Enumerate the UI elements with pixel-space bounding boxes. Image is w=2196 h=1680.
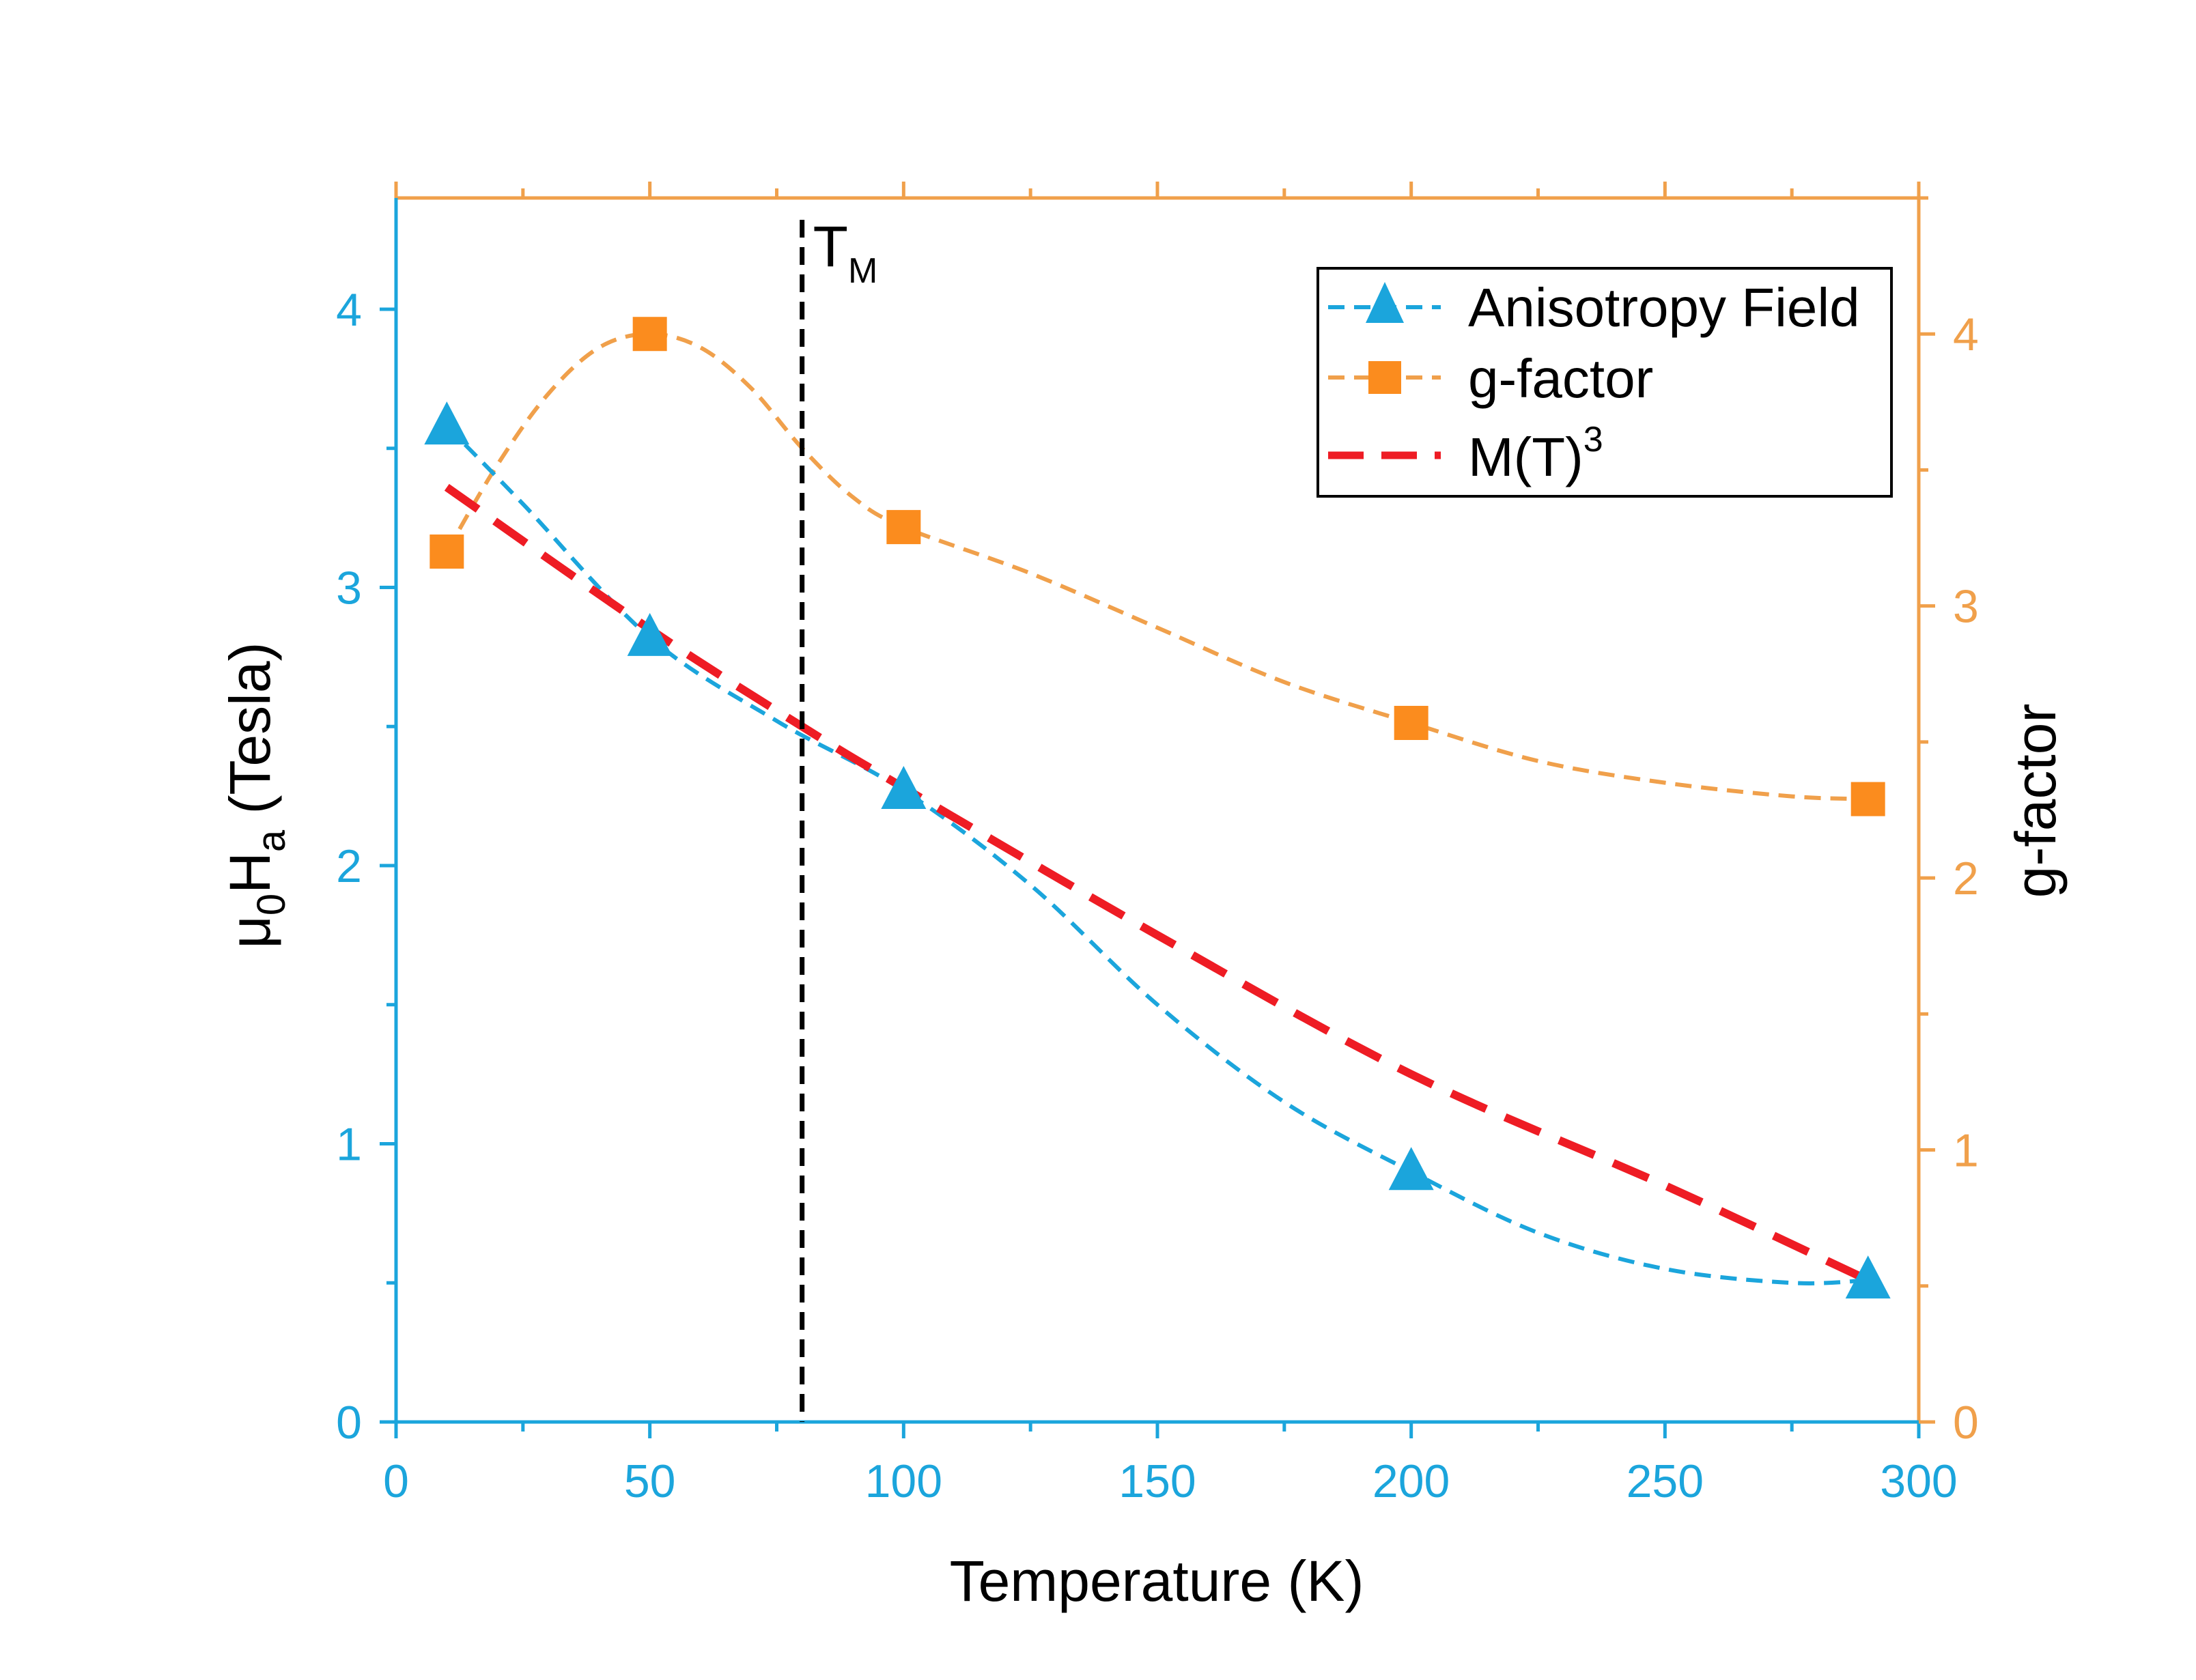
gfactor-point bbox=[1850, 782, 1885, 816]
y-left-title-mid: H bbox=[218, 852, 282, 894]
gfactor-point bbox=[632, 317, 667, 352]
legend-label-mt3-sup: 3 bbox=[1583, 420, 1603, 459]
gfactor-point bbox=[430, 534, 464, 569]
x-tick-label: 0 bbox=[383, 1455, 409, 1507]
y-axis-left: 0 1 2 3 4 bbox=[336, 284, 396, 1449]
tm-label: TM bbox=[813, 214, 878, 291]
anisotropy-point bbox=[881, 765, 927, 809]
y-right-tick-label: 2 bbox=[1953, 853, 1979, 905]
y-right-tick-label: 4 bbox=[1953, 309, 1979, 360]
y-axis-left-title: μ0Ha (Tesla) bbox=[218, 642, 294, 949]
x-tick-label: 300 bbox=[1880, 1455, 1957, 1507]
legend: Anisotropy Field g-factor M(T)3 bbox=[1317, 267, 1893, 498]
y-left-title-tail: (Tesla) bbox=[218, 642, 282, 830]
y-left-tick-label: 3 bbox=[336, 563, 362, 614]
x-tick-label: 200 bbox=[1372, 1455, 1450, 1507]
tm-label-sub: M bbox=[848, 251, 877, 291]
gfactor-point bbox=[1394, 705, 1428, 740]
y-left-tick-label: 2 bbox=[336, 840, 362, 892]
y-left-title-sub2: a bbox=[249, 829, 294, 852]
legend-label-mt3: M(T)3 bbox=[1468, 420, 1603, 487]
legend-entry-mt3: M(T)3 bbox=[1328, 420, 1603, 487]
y-axis-right-title: g-factor bbox=[2003, 704, 2068, 898]
y-left-tick-label: 0 bbox=[336, 1397, 362, 1449]
vertical-marker: TM bbox=[800, 214, 878, 1422]
legend-square-marker bbox=[1368, 361, 1401, 394]
x-tick-label: 50 bbox=[624, 1455, 676, 1507]
series-layer bbox=[424, 317, 1891, 1299]
anisotropy-point bbox=[1388, 1147, 1434, 1191]
anisotropy-point bbox=[627, 612, 673, 656]
legend-label-anisotropy: Anisotropy Field bbox=[1468, 277, 1860, 338]
y-axis-right: 0 1 2 3 4 bbox=[1919, 196, 1979, 1449]
y-right-tick-label: 0 bbox=[1953, 1397, 1979, 1449]
gfactor-point bbox=[886, 510, 921, 545]
gfactor-fit-line bbox=[445, 332, 1868, 801]
x-axis-title: Temperature (K) bbox=[950, 1549, 1364, 1613]
legend-entry-anisotropy: Anisotropy Field bbox=[1328, 277, 1860, 338]
anisotropy-point bbox=[1845, 1255, 1891, 1299]
x-tick-label: 250 bbox=[1627, 1455, 1704, 1507]
x-axis: 0 50 100 150 200 250 300 bbox=[383, 182, 1958, 1507]
y-left-title-sub1: 0 bbox=[249, 894, 294, 915]
y-left-tick-label: 4 bbox=[336, 284, 362, 336]
x-tick-label: 150 bbox=[1118, 1455, 1196, 1507]
x-tick-label: 100 bbox=[865, 1455, 942, 1507]
legend-label-gfactor: g-factor bbox=[1468, 348, 1653, 409]
anisotropy-point bbox=[424, 401, 470, 445]
legend-triangle-marker bbox=[1366, 282, 1404, 323]
mt3-line bbox=[444, 483, 1870, 1284]
y-right-tick-label: 3 bbox=[1953, 581, 1979, 633]
y-right-tick-label: 1 bbox=[1953, 1125, 1979, 1177]
y-left-tick-label: 1 bbox=[336, 1119, 362, 1171]
legend-entry-gfactor: g-factor bbox=[1328, 348, 1653, 409]
